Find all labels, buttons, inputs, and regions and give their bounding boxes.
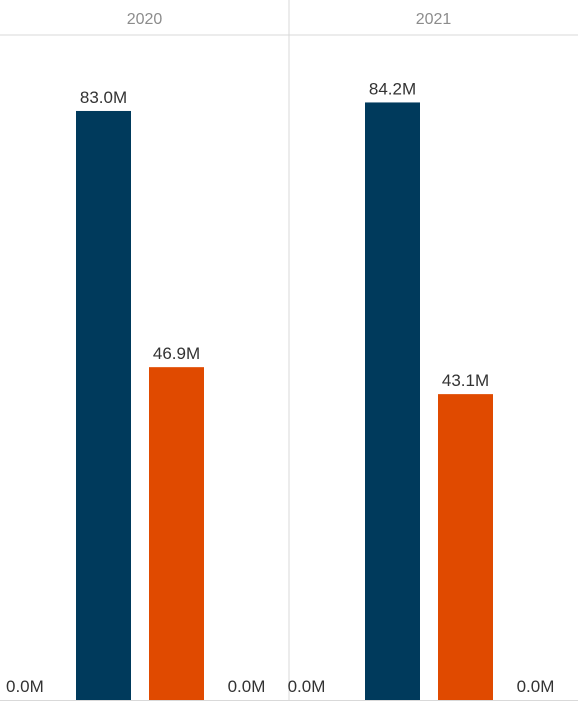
bar-2021-2 <box>365 102 420 701</box>
data-label-2020-2: 83.0M <box>80 88 127 107</box>
bar-2021-3 <box>438 394 493 700</box>
data-label-2021-3: 43.1M <box>442 371 489 390</box>
data-label-2020-4: 0.0M <box>228 677 266 696</box>
bar-2020-2 <box>76 110 131 700</box>
data-label-2020-3: 46.9M <box>153 344 200 363</box>
panel-header-2020: 2020 <box>127 11 163 28</box>
data-label-2020-1: 0.0M <box>6 677 44 696</box>
data-label-2021-1: 0.0M <box>288 677 326 696</box>
data-label-2021-2: 84.2M <box>369 79 416 98</box>
data-label-2021-4: 0.0M <box>517 677 555 696</box>
bar-2020-3 <box>149 367 204 700</box>
panel-header-2021: 2021 <box>416 11 452 28</box>
